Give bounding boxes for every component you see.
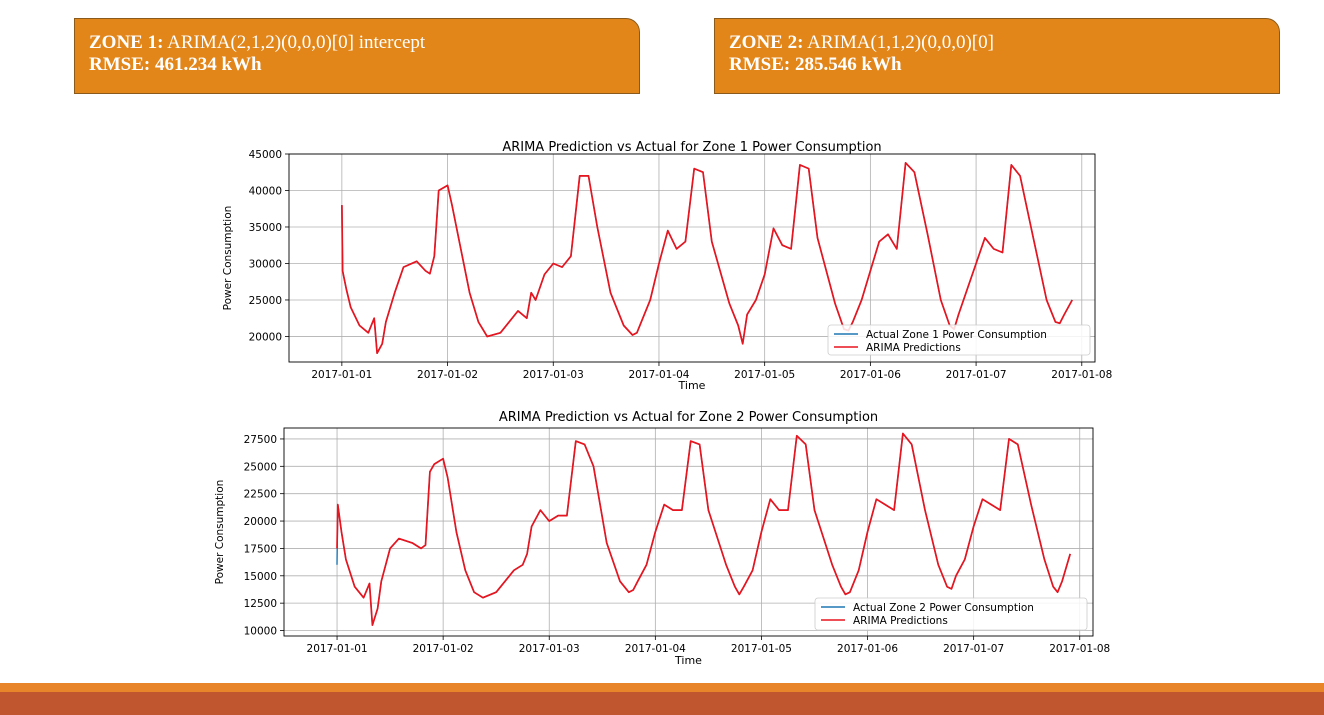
x-tick-label: 2017-01-07 [946, 369, 1007, 381]
plot-frame [288, 153, 1096, 363]
y-tick-label: 17500 [244, 543, 277, 555]
chart-2: ARIMA Prediction vs Actual for Zone 2 Po… [214, 410, 1110, 667]
x-tick-label: 2017-01-04 [628, 369, 689, 381]
x-tick-label: 2017-01-05 [731, 643, 792, 655]
x-tick-label: 2017-01-04 [625, 643, 686, 655]
series-line-prediction [336, 432, 1072, 626]
x-tick-label: 2017-01-07 [943, 643, 1004, 655]
y-tick-label: 40000 [249, 185, 282, 197]
x-tick-label: 2017-01-06 [840, 369, 901, 381]
y-tick-label: 27500 [244, 434, 277, 446]
x-tick-label: 2017-01-02 [417, 369, 478, 381]
x-tick-label: 2017-01-02 [413, 643, 474, 655]
zone2-rmse: RMSE: 285.546 kWh [729, 54, 902, 75]
x-tick-label: 2017-01-05 [734, 369, 795, 381]
zone1-label: ZONE 1: [89, 32, 164, 53]
y-axis-label: Power Consumption [222, 206, 234, 311]
x-tick-label: 2017-01-03 [523, 369, 584, 381]
footer-accent-bar [0, 683, 1324, 692]
zone2-label: ZONE 2: [729, 32, 804, 53]
legend-entry: ARIMA Predictions [853, 615, 948, 627]
footer-bar [0, 692, 1324, 715]
zone2-model-line: ZONE 2: ARIMA(1,1,2)(0,0,0)[0] [729, 32, 1265, 54]
y-tick-label: 10000 [244, 626, 277, 638]
x-tick-label: 2017-01-01 [311, 369, 372, 381]
zone1-model: ARIMA(2,1,2)(0,0,0)[0] intercept [163, 32, 426, 53]
legend-box [814, 597, 1088, 631]
x-tick-label: 2017-01-08 [1049, 643, 1110, 655]
y-tick-label: 35000 [249, 222, 282, 234]
y-axis-label: Power Consumption [214, 480, 226, 585]
y-tick-label: 12500 [244, 598, 277, 610]
legend-box [827, 324, 1091, 356]
zone1-info-box: ZONE 1: ARIMA(2,1,2)(0,0,0)[0] intercept… [74, 18, 640, 94]
plot-frame [283, 427, 1094, 637]
x-axis-label: Time [674, 654, 702, 667]
y-tick-label: 15000 [244, 571, 277, 583]
zone1-rmse-line: RMSE: 461.234 kWh [89, 54, 625, 76]
x-tick-label: 2017-01-08 [1051, 369, 1112, 381]
y-tick-label: 45000 [249, 149, 282, 161]
x-tick-label: 2017-01-06 [837, 643, 898, 655]
legend-entry: ARIMA Predictions [866, 342, 961, 354]
y-tick-label: 20000 [249, 331, 282, 343]
zone2-info-box: ZONE 2: ARIMA(1,1,2)(0,0,0)[0] RMSE: 285… [714, 18, 1280, 94]
x-tick-label: 2017-01-01 [307, 643, 368, 655]
chart-title: ARIMA Prediction vs Actual for Zone 2 Po… [499, 410, 878, 425]
charts-canvas: ARIMA Prediction vs Actual for Zone 1 Po… [214, 140, 1112, 667]
y-tick-label: 30000 [249, 258, 282, 270]
x-axis-label: Time [678, 379, 706, 392]
x-tick-label: 2017-01-03 [519, 643, 580, 655]
chart-1: ARIMA Prediction vs Actual for Zone 1 Po… [222, 140, 1112, 392]
y-tick-label: 25000 [249, 295, 282, 307]
zone2-model: ARIMA(1,1,2)(0,0,0)[0] [803, 32, 994, 53]
chart-title: ARIMA Prediction vs Actual for Zone 1 Po… [502, 140, 881, 155]
zone1-model-line: ZONE 1: ARIMA(2,1,2)(0,0,0)[0] intercept [89, 32, 625, 54]
y-tick-label: 25000 [244, 461, 277, 473]
y-tick-label: 20000 [244, 516, 277, 528]
y-tick-label: 22500 [244, 489, 277, 501]
legend-entry: Actual Zone 2 Power Consumption [853, 602, 1034, 614]
legend-entry: Actual Zone 1 Power Consumption [866, 329, 1047, 341]
zone2-rmse-line: RMSE: 285.546 kWh [729, 54, 1265, 76]
zone1-rmse: RMSE: 461.234 kWh [89, 54, 262, 75]
